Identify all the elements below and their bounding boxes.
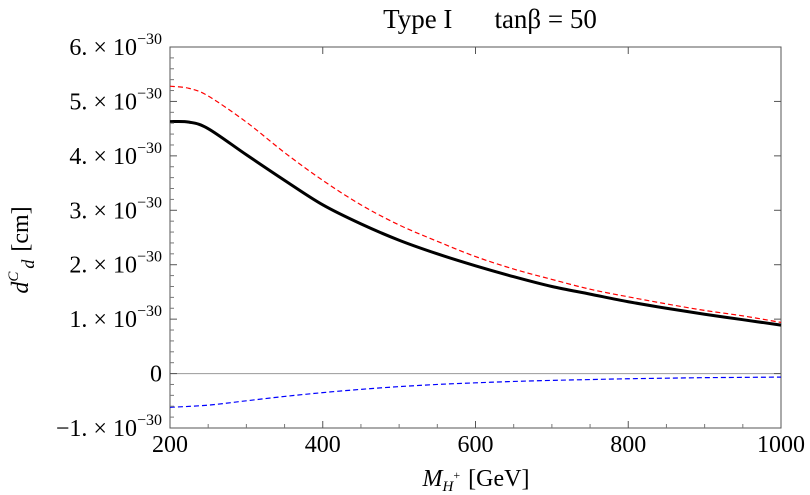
y-tick-label: 6. × 10−30 bbox=[69, 31, 162, 61]
y-tick-label: 5. × 10−30 bbox=[69, 85, 162, 115]
y-tick-label: 1. × 10−30 bbox=[69, 303, 162, 333]
series-line-total bbox=[169, 119, 782, 327]
y-axis-title: dCd[cm] bbox=[6, 206, 38, 293]
chart-title-model: Type I bbox=[383, 4, 452, 34]
x-tick-label: 1000 bbox=[757, 432, 805, 458]
chart-title-param: tanβ = 50 bbox=[494, 4, 596, 34]
chart-title: Type I tanβ = 50 bbox=[383, 4, 597, 34]
x-tick-label: 600 bbox=[458, 432, 494, 458]
y-tick-label: −1. × 10−30 bbox=[56, 412, 162, 442]
series-line-red-dashed bbox=[169, 85, 782, 324]
x-tick-label: 800 bbox=[610, 432, 646, 458]
y-tick-label: 3. × 10−30 bbox=[69, 194, 162, 224]
plot-frame bbox=[169, 46, 782, 429]
x-tick-label: 200 bbox=[152, 432, 188, 458]
y-tick-label: 2. × 10−30 bbox=[69, 249, 162, 279]
x-axis-title: MH+ [GeV] bbox=[422, 466, 530, 495]
series-line-blue-dashed bbox=[169, 376, 782, 408]
x-tick-label: 400 bbox=[305, 432, 341, 458]
y-tick-label: 4. × 10−30 bbox=[69, 140, 162, 170]
y-tick-label: 0 bbox=[150, 362, 162, 388]
